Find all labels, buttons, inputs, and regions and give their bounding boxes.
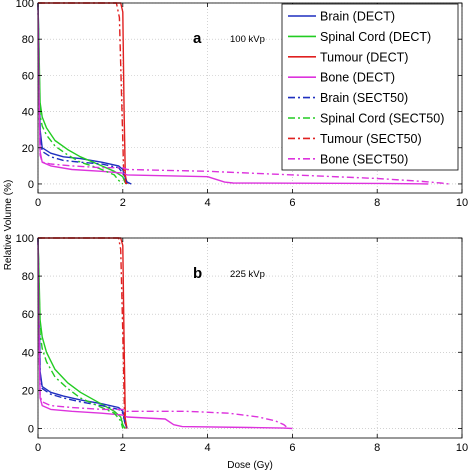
axes-frame (37, 237, 463, 439)
panel-letter: a (193, 30, 202, 47)
panel-letter: b (193, 265, 202, 282)
y-tick-label: 0 (28, 423, 34, 435)
y-tick-label: 100 (16, 0, 34, 10)
x-tick-label: 10 (456, 197, 468, 209)
x-tick-label: 4 (205, 442, 211, 454)
series-line-spinal-cord-sect50 (37, 237, 124, 429)
x-tick-label: 4 (205, 197, 211, 209)
x-tick-label: 8 (374, 442, 380, 454)
series-line-bone-sect50 (37, 237, 289, 430)
legend-entry: Spinal Cord (DECT) (320, 30, 431, 44)
x-tick-label: 0 (35, 197, 41, 209)
x-tick-label: 10 (456, 442, 468, 454)
series-line-bone-dect (37, 237, 293, 430)
legend-entry: Bone (SECT50) (320, 152, 408, 166)
legend-entry: Brain (SECT50) (320, 91, 408, 105)
y-tick-label: 80 (22, 271, 34, 283)
legend: Brain (DECT) Spinal Cord (DECT) Tumour (DE… (281, 3, 459, 171)
y-tick-label: 20 (22, 143, 34, 155)
x-tick-label: 8 (374, 197, 380, 209)
x-tick-label: 6 (289, 197, 295, 209)
y-tick-label: 60 (22, 309, 34, 321)
y-tick-label: 40 (22, 347, 34, 359)
x-tick-label: 2 (120, 197, 126, 209)
kvp-annotation: 100 kVp (230, 34, 265, 45)
legend-entry: Tumour (SECT50) (320, 132, 422, 146)
y-tick-label: 80 (22, 34, 34, 46)
series-line-spinal-cord-sect50 (37, 2, 124, 185)
y-tick-label: 60 (22, 70, 34, 82)
y-axis-label: Relative Volume (%) (3, 180, 14, 271)
y-tick-label: 0 (28, 179, 34, 191)
x-axis-label: Dose (Gy) (227, 460, 273, 471)
legend-entry: Tumour (DECT) (320, 50, 408, 64)
y-tick-label: 20 (22, 385, 34, 397)
y-tick-label: 100 (16, 233, 34, 245)
series-line-bone-sect50 (37, 2, 450, 185)
series-line-tumour-sect50 (38, 237, 127, 429)
x-tick-label: 0 (35, 442, 41, 454)
x-tick-label: 6 (289, 442, 295, 454)
legend-entry: Bone (DECT) (320, 71, 395, 85)
kvp-annotation: 225 kVp (230, 269, 265, 280)
legend-entry: Spinal Cord (SECT50) (320, 112, 444, 126)
series-line-spinal-cord-dect (37, 2, 128, 185)
x-tick-label: 2 (120, 442, 126, 454)
legend-entry: Brain (DECT) (320, 10, 395, 24)
legend-box (281, 3, 459, 171)
axes-frame (37, 2, 463, 194)
y-tick-label: 40 (22, 107, 34, 119)
